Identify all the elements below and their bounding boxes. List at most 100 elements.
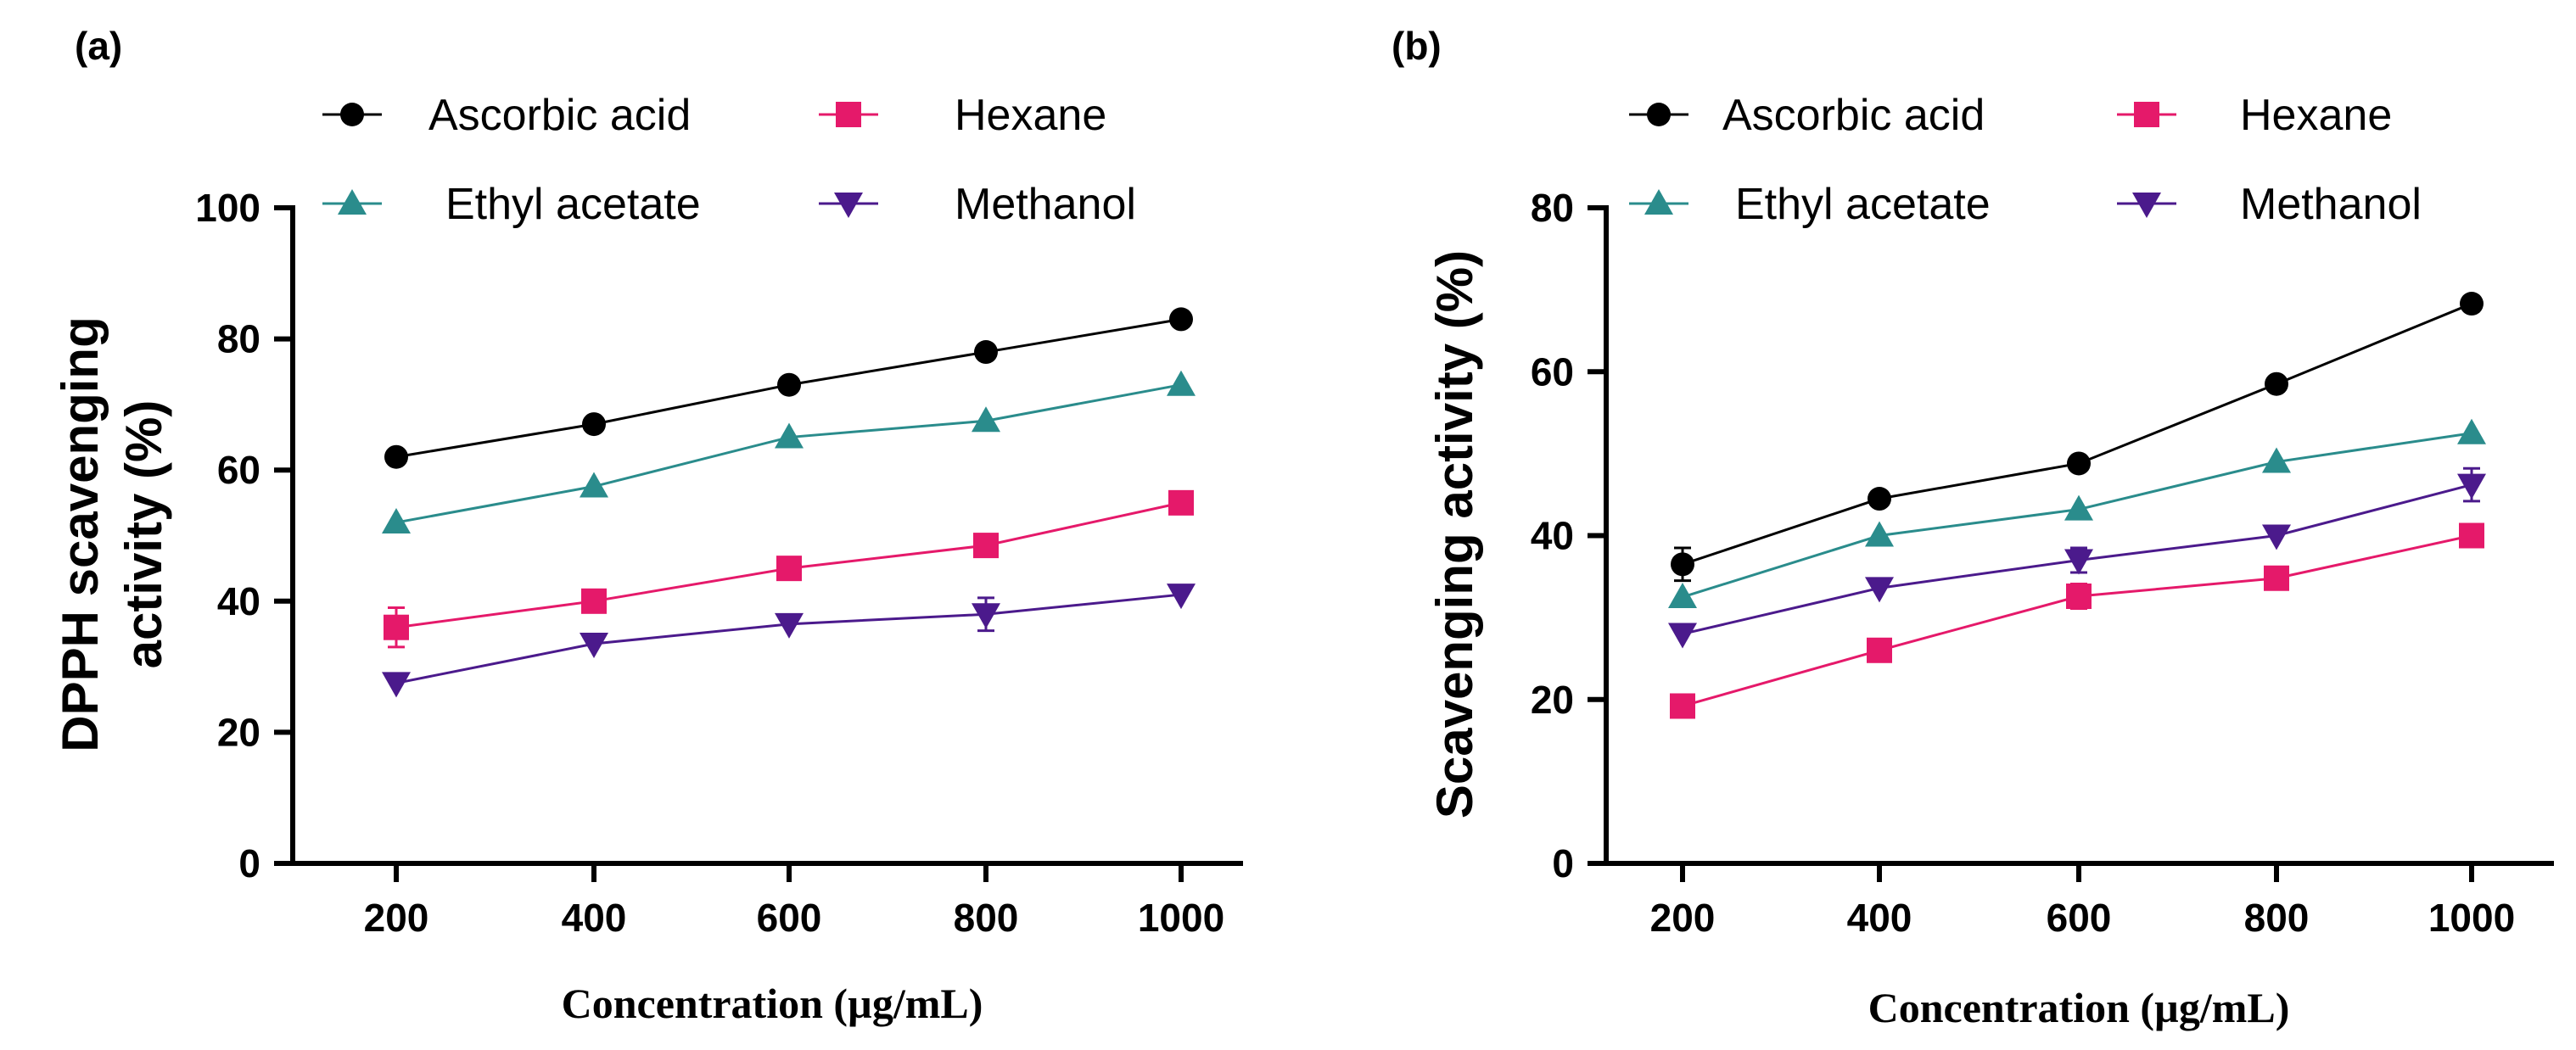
y-tick-label: 40	[1531, 514, 1574, 558]
data-point-methanol	[1865, 577, 1894, 603]
series-methanol	[1668, 466, 2486, 649]
data-point-ascorbic-acid	[974, 340, 998, 365]
data-point-ascorbic-acid	[2067, 451, 2091, 476]
legend-label: Hexane	[2240, 91, 2392, 140]
x-tick-label: 400	[562, 896, 627, 940]
data-point-ethyl-acetate	[1668, 582, 1697, 608]
data-point-methanol	[972, 603, 1000, 629]
legend-item-hexane: Hexane	[819, 91, 1106, 140]
data-point-ascorbic-acid	[2265, 371, 2288, 396]
legend-marker	[2134, 102, 2159, 127]
x-tick-label: 600	[757, 896, 822, 940]
series-hexane	[384, 489, 1194, 649]
legend-marker	[2132, 193, 2161, 218]
data-point-methanol	[1668, 623, 1697, 649]
y-tick-label: 20	[1531, 678, 1574, 722]
data-point-ethyl-acetate	[775, 422, 804, 449]
x-tick-label: 800	[954, 896, 1019, 940]
series-line-ascorbic-acid	[1682, 302, 2472, 566]
data-point-hexane	[384, 614, 409, 640]
legend-marker	[338, 189, 367, 215]
data-point-hexane	[1168, 489, 1194, 516]
series-hexane	[1670, 522, 2484, 719]
x-tick-label: 600	[2047, 896, 2112, 940]
data-point-hexane	[973, 533, 999, 559]
y-tick-label: 80	[1531, 186, 1574, 230]
series-ascorbic-acid	[1671, 292, 2484, 583]
y-tick-label: 60	[217, 448, 260, 492]
legend-item-hexane: Hexane	[2117, 91, 2392, 140]
legend-label: Ethyl acetate	[1735, 180, 1991, 229]
data-point-ethyl-acetate	[382, 508, 411, 534]
legend-marker	[834, 193, 863, 218]
data-point-ascorbic-acid	[384, 444, 408, 469]
data-point-methanol	[2262, 524, 2291, 550]
x-axis-label: Concentration (µg/mL)	[1868, 984, 2290, 1031]
y-tick-label: 20	[217, 710, 260, 754]
data-point-hexane	[776, 556, 802, 582]
series-ethyl-acetate	[382, 370, 1196, 534]
series-ascorbic-acid	[384, 307, 1193, 469]
legend-label: Ascorbic acid	[1722, 91, 1985, 140]
data-point-methanol	[382, 672, 411, 698]
data-point-hexane	[2066, 584, 2092, 610]
data-point-ascorbic-acid	[2460, 292, 2484, 316]
data-point-ascorbic-acid	[777, 372, 801, 397]
data-point-ethyl-acetate	[2457, 418, 2486, 444]
panel-a: (a) 0 20 40 60 80 100 200 400 600 800 1000 DPPH scav…	[52, 24, 1243, 1027]
panel-label: (a)	[75, 24, 122, 68]
data-point-methanol	[580, 633, 608, 659]
legend-marker	[1647, 103, 1671, 126]
data-point-hexane	[2264, 565, 2289, 591]
data-point-methanol	[1167, 584, 1196, 610]
y-axis-label: DPPH scavenging	[52, 316, 109, 752]
x-tick-label: 400	[1847, 896, 1912, 940]
legend-label: Methanol	[2240, 180, 2422, 229]
legend-marker	[1644, 189, 1673, 215]
data-point-hexane	[1670, 693, 1695, 719]
data-point-ascorbic-acid	[582, 412, 606, 437]
y-tick-label: 60	[1531, 349, 1574, 394]
y-axis-label: Scavenging activity (%)	[1426, 250, 1483, 818]
legend-item-ethyl-acetate: Ethyl acetate	[322, 180, 701, 229]
x-tick-label: 200	[1650, 896, 1716, 940]
legend-item-ethyl-acetate: Ethyl acetate	[1629, 180, 1991, 229]
data-point-ascorbic-acid	[1868, 487, 1891, 511]
series-line-ethyl-acetate	[395, 383, 1182, 524]
legend-item-methanol: Methanol	[2117, 180, 2422, 229]
y-tick-label: 40	[217, 579, 260, 623]
data-point-ethyl-acetate	[1167, 370, 1196, 396]
panel-label: (b)	[1392, 24, 1442, 68]
data-point-methanol	[2457, 473, 2486, 500]
legend-label: Ascorbic acid	[428, 91, 691, 140]
legend-item-methanol: Methanol	[819, 180, 1136, 229]
data-point-ethyl-acetate	[1865, 521, 1894, 547]
y-tick-label: 100	[195, 186, 260, 230]
x-tick-label: 800	[2244, 896, 2310, 940]
data-point-ethyl-acetate	[2064, 494, 2093, 521]
legend-label: Hexane	[955, 91, 1106, 140]
data-point-hexane	[1867, 637, 1892, 663]
data-point-ascorbic-acid	[1169, 307, 1193, 332]
legend-item-ascorbic-acid: Ascorbic acid	[1629, 91, 1985, 140]
x-axis-label: Concentration (µg/mL)	[562, 980, 983, 1027]
legend-marker	[340, 103, 364, 126]
series-ethyl-acetate	[1668, 418, 2486, 608]
y-axis-label: activity (%)	[115, 400, 172, 669]
y-tick-label: 0	[238, 841, 260, 885]
y-tick-label: 80	[217, 317, 260, 361]
data-point-ascorbic-acid	[1671, 552, 1694, 577]
series-methanol	[382, 584, 1196, 698]
data-point-methanol	[2064, 549, 2093, 575]
data-point-ethyl-acetate	[972, 406, 1000, 433]
y-tick-label: 0	[1552, 841, 1574, 885]
legend-marker	[836, 102, 861, 127]
data-point-methanol	[775, 612, 804, 639]
legend-item-ascorbic-acid: Ascorbic acid	[322, 91, 691, 140]
data-point-ethyl-acetate	[2262, 447, 2291, 473]
data-point-hexane	[581, 588, 607, 614]
x-tick-label: 1000	[2428, 896, 2515, 940]
x-tick-label: 1000	[1138, 896, 1224, 940]
legend-label: Ethyl acetate	[445, 180, 701, 229]
